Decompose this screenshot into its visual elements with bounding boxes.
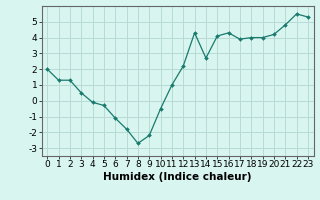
X-axis label: Humidex (Indice chaleur): Humidex (Indice chaleur)	[103, 172, 252, 182]
